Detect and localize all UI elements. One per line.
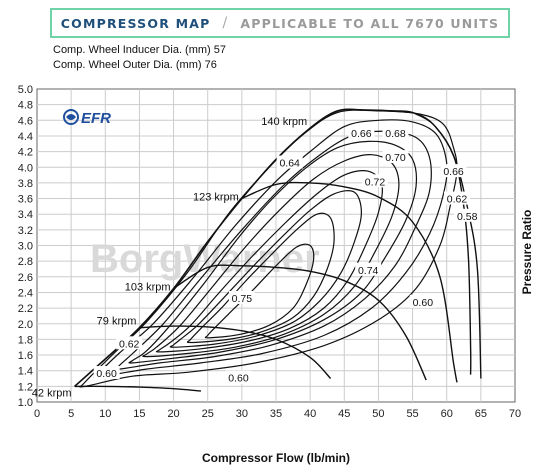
efficiency-label-bg — [348, 125, 375, 139]
efr-logo: EFR — [63, 109, 111, 127]
axis-ticks: 0 5 10 15 20 25 30 35 40 45 50 55 60 65 70 1.0 1.2 1.4 1.6… — [18, 84, 521, 420]
efficiency-label-bg — [362, 174, 389, 188]
x-tick-label: 65 — [475, 408, 487, 420]
speed-line — [241, 181, 458, 383]
x-tick-label: 55 — [406, 408, 418, 420]
efficiency-island — [155, 170, 384, 353]
speed-line-label: 140 krpm — [261, 116, 307, 128]
efficiency-island — [204, 243, 315, 339]
y-tick-label: 4.6 — [18, 115, 33, 127]
efficiency-label-bg — [382, 125, 409, 139]
y-tick-label: 2.4 — [18, 287, 33, 299]
x-tick-label: 5 — [68, 408, 74, 420]
x-tick-label: 35 — [270, 408, 282, 420]
efficiency-island — [79, 109, 458, 388]
title-separator: / — [222, 15, 229, 31]
y-tick-label: 1.8 — [18, 334, 33, 346]
surge-choke-lines — [74, 108, 482, 387]
efr-logo-icon — [63, 109, 79, 125]
efficiency-label-bg — [454, 208, 481, 222]
y-tick-label: 1.2 — [18, 381, 33, 393]
x-tick-label: 25 — [202, 408, 214, 420]
efficiency-label: 0.66 — [443, 166, 464, 178]
efficiency-label: 0.66 — [351, 128, 372, 140]
efficiency-label-bg — [276, 155, 303, 169]
speed-line — [139, 325, 332, 379]
speed-line-label: 103 krpm — [125, 282, 171, 294]
x-tick-label: 60 — [441, 408, 453, 420]
y-tick-label: 2.0 — [18, 319, 33, 331]
speed-line — [173, 264, 427, 381]
y-tick-label: 4.0 — [18, 162, 33, 174]
speed-line-label: 42 krpm — [32, 387, 72, 399]
y-tick-label: 4.2 — [18, 147, 33, 159]
efficiency-label-bg — [116, 336, 143, 350]
y-axis-label: Pressure Ratio — [520, 210, 534, 295]
y-tick-label: 3.0 — [18, 241, 33, 253]
outer-diameter-spec: Comp. Wheel Outer Dia. (mm) 76 — [53, 59, 217, 71]
efr-logo-swirl — [66, 114, 76, 120]
efficiency-label: 0.60 — [228, 373, 249, 385]
efficiency-label-bg — [355, 262, 382, 276]
efficiency-label: 0.68 — [385, 128, 406, 140]
efficiency-label: 0.70 — [385, 152, 406, 164]
x-tick-label: 45 — [338, 408, 350, 420]
x-tick-label: 70 — [509, 408, 521, 420]
chart-title: COMPRESSOR MAP — [60, 15, 211, 31]
speed-line-label: 123 krpm — [193, 192, 239, 204]
efficiency-label-bg — [382, 150, 409, 164]
efficiency-island — [114, 130, 432, 370]
x-tick-label: 0 — [34, 408, 40, 420]
choke-line — [412, 111, 482, 379]
efficiency-label-bg — [409, 294, 436, 308]
curve-labels: 42 krpm 79 krpm 103 krpm 123 krpm 140 krpm 0.… — [32, 116, 481, 399]
efficiency-label-bg — [225, 370, 252, 384]
efficiency-label-bg — [443, 191, 470, 205]
y-tick-label: 3.8 — [18, 178, 33, 190]
x-axis-label: Compressor Flow (lb/min) — [202, 451, 350, 465]
efficiency-label: 0.72 — [365, 176, 386, 188]
y-tick-label: 3.6 — [18, 194, 33, 206]
efficiency-island — [186, 212, 335, 344]
efficiency-label: 0.62 — [447, 194, 468, 206]
y-tick-label: 5.0 — [18, 84, 33, 96]
y-tick-label: 4.4 — [18, 131, 33, 143]
efficiency-label: 0.75 — [232, 293, 253, 305]
efficiency-label: 0.64 — [279, 158, 300, 170]
x-tick-label: 10 — [99, 408, 111, 420]
inducer-diameter-spec: Comp. Wheel Inducer Dia. (mm) 57 — [53, 44, 226, 56]
y-tick-label: 2.8 — [18, 256, 33, 268]
efficiency-label: 0.74 — [358, 265, 379, 277]
x-tick-label: 15 — [133, 408, 145, 420]
efficiency-island — [128, 140, 418, 364]
speed-line — [74, 385, 201, 392]
efficiency-island — [93, 119, 448, 378]
speed-line-label: 79 krpm — [97, 316, 137, 328]
x-tick-label: 40 — [304, 408, 316, 420]
x-tick-label: 30 — [236, 408, 248, 420]
chart-subtitle: APPLICABLE TO ALL 7670 UNITS — [240, 15, 500, 31]
efficiency-label: 0.60 — [96, 368, 117, 380]
x-tick-label: 50 — [372, 408, 384, 420]
y-tick-label: 4.8 — [18, 100, 33, 112]
y-tick-label: 1.0 — [18, 397, 33, 409]
y-tick-label: 3.4 — [18, 209, 33, 221]
y-tick-label: 1.4 — [18, 366, 33, 378]
surge-line — [74, 108, 413, 387]
x-tick-label: 20 — [167, 408, 179, 420]
map-title-box: COMPRESSOR MAP / APPLICABLE TO ALL 7670 … — [50, 8, 510, 38]
efficiency-label: 0.58 — [457, 211, 478, 223]
efficiency-label-bg — [93, 366, 120, 380]
efr-logo-text: EFR — [81, 110, 111, 127]
efficiency-label-bg — [228, 290, 255, 304]
efficiency-label-bg — [440, 164, 467, 178]
efficiency-label: 0.60 — [413, 297, 434, 309]
y-tick-label: 3.2 — [18, 225, 33, 237]
y-tick-label: 2.6 — [18, 272, 33, 284]
efficiency-label: 0.62 — [119, 338, 140, 350]
efficiency-islands — [79, 109, 458, 388]
y-tick-label: 2.2 — [18, 303, 33, 315]
y-tick-label: 1.6 — [18, 350, 33, 362]
